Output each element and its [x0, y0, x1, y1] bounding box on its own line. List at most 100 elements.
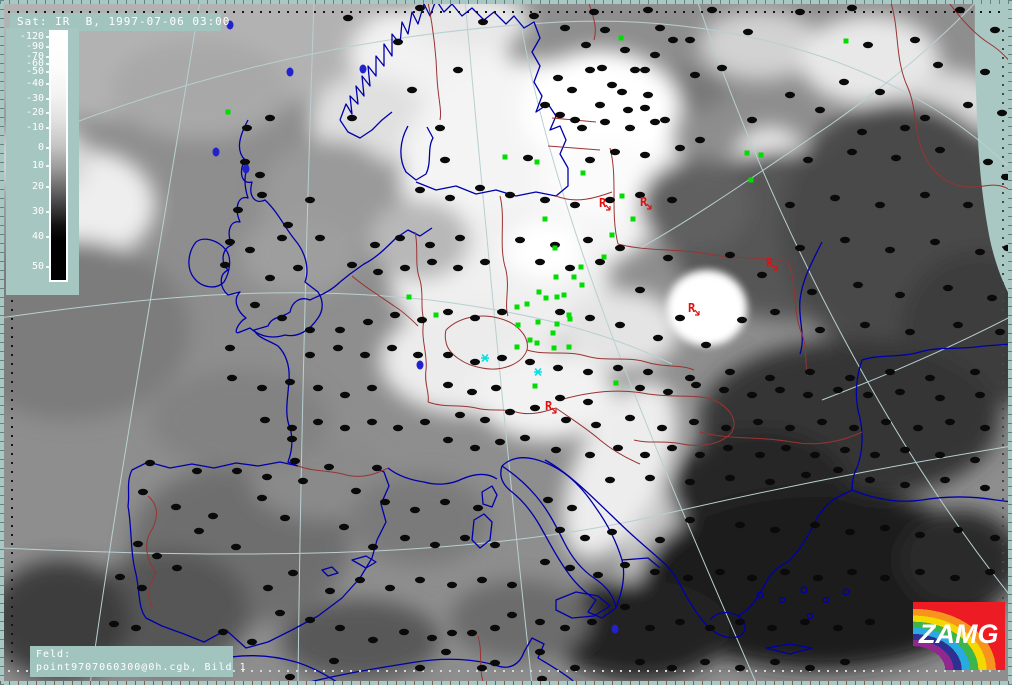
- station-dot: [497, 354, 507, 362]
- station-dot: [990, 26, 1000, 34]
- station-dot: [555, 308, 565, 316]
- station-dot: [560, 24, 570, 32]
- station-green-square: [524, 301, 530, 307]
- station-dot: [400, 264, 410, 272]
- station-dot: [668, 36, 678, 44]
- station-dot: [363, 318, 373, 326]
- station-dot: [845, 374, 855, 382]
- station-dot: [935, 146, 945, 154]
- station-dot: [765, 374, 775, 382]
- colorbar-tick-dash: [46, 83, 50, 85]
- station-dot: [430, 541, 440, 549]
- station-dot: [833, 624, 843, 632]
- station-dot: [324, 463, 334, 471]
- station-dot: [275, 609, 285, 617]
- station-dot: [585, 66, 595, 74]
- station-green-square: [618, 35, 624, 41]
- station-dot: [470, 314, 480, 322]
- station-dot: [685, 478, 695, 486]
- station-dot: [645, 474, 655, 482]
- station-dot: [415, 4, 425, 12]
- station-dot: [393, 424, 403, 432]
- station-green-square: [542, 216, 548, 222]
- station-dot: [565, 264, 575, 272]
- station-green-square: [554, 294, 560, 300]
- station-dot: [523, 154, 533, 162]
- colorbar-tick-dash: [46, 71, 50, 73]
- station-dot: [583, 236, 593, 244]
- station-dot: [285, 673, 295, 681]
- station-dot: [109, 620, 119, 628]
- station-dot: [368, 636, 378, 644]
- station-dot: [765, 478, 775, 486]
- colorbar-tick-label: 10: [31, 160, 44, 171]
- station-dot: [795, 244, 805, 252]
- station-dot: [701, 341, 711, 349]
- station-dot: [663, 388, 673, 396]
- thunderstorm-symbol-red: R: [688, 301, 696, 315]
- station-dot: [983, 158, 993, 166]
- station-dot: [805, 664, 815, 672]
- station-green-square: [553, 274, 559, 280]
- station-dot: [343, 14, 353, 22]
- colorbar-tick-label: -60: [25, 58, 44, 69]
- station-dot: [407, 86, 417, 94]
- station-green-square: [744, 150, 750, 156]
- station-dot: [373, 268, 383, 276]
- station-dot: [955, 6, 965, 14]
- station-dot: [218, 628, 228, 636]
- station-dot: [667, 444, 677, 452]
- station-dot: [589, 8, 599, 16]
- station-dot: [770, 658, 780, 666]
- station-dot: [721, 424, 731, 432]
- station-dot: [635, 286, 645, 294]
- colorbar-tick-dash: [46, 147, 50, 149]
- station-dot: [853, 281, 863, 289]
- colorbar-tick-label: -90: [25, 41, 44, 52]
- station-dot: [605, 476, 615, 484]
- station-dot: [707, 6, 717, 14]
- snow-symbol-cyan: [534, 368, 542, 376]
- station-dot: [192, 467, 202, 475]
- station-dot: [690, 71, 700, 79]
- station-dot: [610, 148, 620, 156]
- station-dot: [393, 38, 403, 46]
- station-dot: [705, 624, 715, 632]
- station-dot: [435, 124, 445, 132]
- station-dot: [950, 574, 960, 582]
- station-green-square: [527, 337, 533, 343]
- station-dot: [540, 196, 550, 204]
- station-green-square: [225, 109, 231, 115]
- station-dot: [440, 156, 450, 164]
- station-dot: [857, 128, 867, 136]
- station-dot: [262, 473, 272, 481]
- station-dot: [891, 154, 901, 162]
- station-dot: [245, 246, 255, 254]
- station-dot: [247, 638, 257, 646]
- station-dot: [660, 116, 670, 124]
- dotted-guide-lines: [8, 11, 1006, 672]
- station-dot: [847, 568, 857, 576]
- station-dot: [839, 78, 849, 86]
- station-dot: [335, 624, 345, 632]
- station-dot: [443, 308, 453, 316]
- station-dot: [803, 156, 813, 164]
- station-dot: [743, 28, 753, 36]
- station-dot: [615, 321, 625, 329]
- station-dot: [970, 368, 980, 376]
- station-dot: [840, 236, 850, 244]
- station-dot: [537, 675, 547, 681]
- station-dot: [833, 386, 843, 394]
- station-dot: [583, 398, 593, 406]
- station-dot: [257, 494, 267, 502]
- station-dot: [607, 81, 617, 89]
- filename-label: point9707060300@0h.cgb, Bild 1: [36, 662, 247, 673]
- station-dot: [995, 328, 1005, 336]
- station-dot: [953, 321, 963, 329]
- station-dot: [970, 456, 980, 464]
- colorbar-tick-label: 20: [31, 181, 44, 192]
- station-dot: [333, 344, 343, 352]
- station-dot: [551, 446, 561, 454]
- colorbar-tick-dash: [46, 127, 50, 129]
- station-blue-marker: [226, 20, 234, 30]
